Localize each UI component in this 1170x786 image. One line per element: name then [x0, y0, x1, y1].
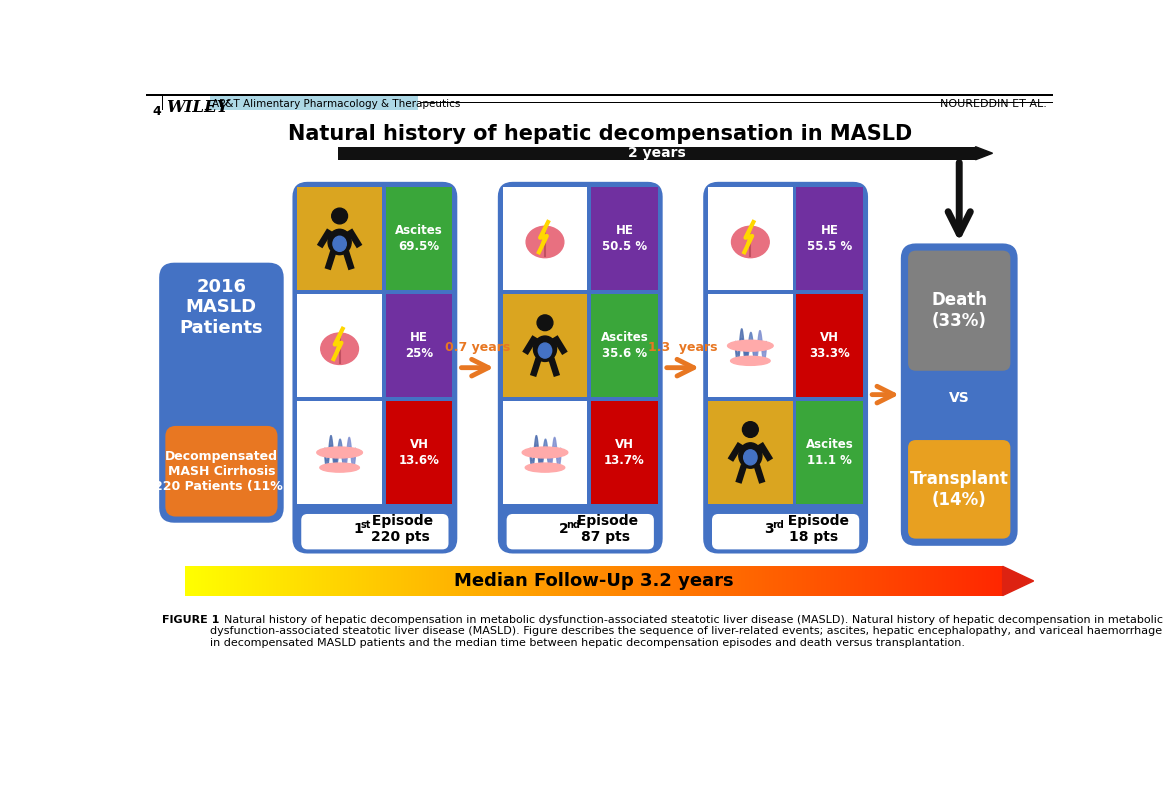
FancyBboxPatch shape — [902, 244, 1017, 545]
Bar — [297, 188, 381, 290]
Ellipse shape — [525, 463, 565, 472]
Bar — [708, 401, 792, 504]
Bar — [503, 401, 587, 504]
Ellipse shape — [738, 443, 762, 468]
Polygon shape — [539, 222, 548, 252]
FancyBboxPatch shape — [160, 264, 283, 522]
Text: VS: VS — [949, 391, 970, 406]
Ellipse shape — [321, 333, 358, 365]
Text: 3: 3 — [764, 522, 773, 535]
Text: Natural history of hepatic decompensation in metabolic dysfunction-associated st: Natural history of hepatic decompensatio… — [209, 615, 1163, 648]
Text: Median Follow-Up 3.2 years: Median Follow-Up 3.2 years — [454, 572, 734, 590]
FancyBboxPatch shape — [301, 514, 448, 549]
Polygon shape — [744, 222, 753, 252]
Text: 1.3  years: 1.3 years — [648, 341, 717, 354]
Bar — [386, 401, 453, 504]
Ellipse shape — [744, 450, 757, 465]
Bar — [797, 294, 863, 397]
Ellipse shape — [526, 226, 564, 258]
Bar — [708, 294, 792, 397]
FancyBboxPatch shape — [498, 183, 661, 553]
Text: Episode
18 pts: Episode 18 pts — [778, 513, 849, 544]
Text: Ascites
69.5%: Ascites 69.5% — [395, 225, 443, 253]
Text: Episode
87 pts: Episode 87 pts — [572, 513, 639, 544]
Ellipse shape — [328, 230, 351, 255]
Circle shape — [743, 421, 758, 437]
Ellipse shape — [522, 447, 567, 458]
Ellipse shape — [731, 226, 769, 258]
Bar — [297, 401, 381, 504]
FancyBboxPatch shape — [507, 514, 654, 549]
Bar — [146, 94, 1053, 96]
FancyBboxPatch shape — [294, 183, 456, 553]
Text: FIGURE 1: FIGURE 1 — [161, 615, 219, 625]
Text: 2: 2 — [558, 522, 569, 535]
Circle shape — [537, 315, 553, 331]
Bar — [591, 401, 658, 504]
Text: st: st — [360, 520, 371, 530]
Bar — [591, 188, 658, 290]
Text: rd: rd — [772, 520, 784, 530]
Bar — [503, 188, 587, 290]
FancyBboxPatch shape — [713, 514, 859, 549]
Ellipse shape — [728, 340, 773, 351]
Ellipse shape — [319, 463, 359, 472]
Bar — [386, 188, 453, 290]
Text: 2 years: 2 years — [628, 146, 686, 160]
Text: nd: nd — [566, 520, 580, 530]
Text: 2016
MASLD
Patients: 2016 MASLD Patients — [180, 277, 263, 337]
Bar — [209, 96, 418, 110]
Text: HE
55.5 %: HE 55.5 % — [807, 225, 853, 253]
Text: 1: 1 — [353, 522, 363, 535]
Text: HE
25%: HE 25% — [405, 331, 433, 360]
Text: 4: 4 — [152, 105, 161, 118]
Text: Death
(33%): Death (33%) — [931, 292, 987, 330]
Text: Transplant
(14%): Transplant (14%) — [910, 470, 1009, 509]
Text: Ascites
35.6 %: Ascites 35.6 % — [600, 331, 648, 360]
Bar — [708, 188, 792, 290]
FancyBboxPatch shape — [704, 183, 867, 553]
Ellipse shape — [333, 237, 346, 252]
Text: AP&T Alimentary Pharmacology & Therapeutics: AP&T Alimentary Pharmacology & Therapeut… — [212, 99, 461, 109]
Polygon shape — [333, 329, 343, 359]
Bar — [797, 188, 863, 290]
Text: Decompensated
MASH Cirrhosis
220 Patients (11%): Decompensated MASH Cirrhosis 220 Patient… — [154, 450, 289, 493]
Bar — [420, 102, 1053, 103]
Polygon shape — [976, 147, 992, 160]
Bar — [591, 294, 658, 397]
Bar — [797, 401, 863, 504]
Text: NOUREDDIN ET AL.: NOUREDDIN ET AL. — [940, 99, 1047, 109]
Text: HE
50.5 %: HE 50.5 % — [601, 225, 647, 253]
FancyBboxPatch shape — [166, 427, 276, 516]
Text: VH
33.3%: VH 33.3% — [810, 331, 851, 360]
Text: VH
13.7%: VH 13.7% — [604, 438, 645, 467]
FancyBboxPatch shape — [908, 440, 1011, 538]
Text: Ascites
11.1 %: Ascites 11.1 % — [806, 438, 854, 467]
Polygon shape — [1003, 567, 1033, 596]
Ellipse shape — [317, 447, 363, 458]
Bar — [297, 294, 381, 397]
Text: Natural history of hepatic decompensation in MASLD: Natural history of hepatic decompensatio… — [288, 123, 911, 144]
Bar — [386, 294, 453, 397]
Ellipse shape — [538, 343, 552, 358]
Circle shape — [332, 208, 347, 224]
Text: –: – — [204, 100, 212, 118]
Text: Episode
220 pts: Episode 220 pts — [367, 513, 433, 544]
FancyBboxPatch shape — [908, 251, 1011, 371]
Bar — [503, 294, 587, 397]
Ellipse shape — [730, 356, 770, 365]
Text: VH
13.6%: VH 13.6% — [399, 438, 440, 467]
Ellipse shape — [534, 336, 557, 362]
Text: 0.7 years: 0.7 years — [445, 341, 510, 354]
Bar — [338, 147, 976, 160]
Text: WILEY: WILEY — [166, 99, 229, 116]
